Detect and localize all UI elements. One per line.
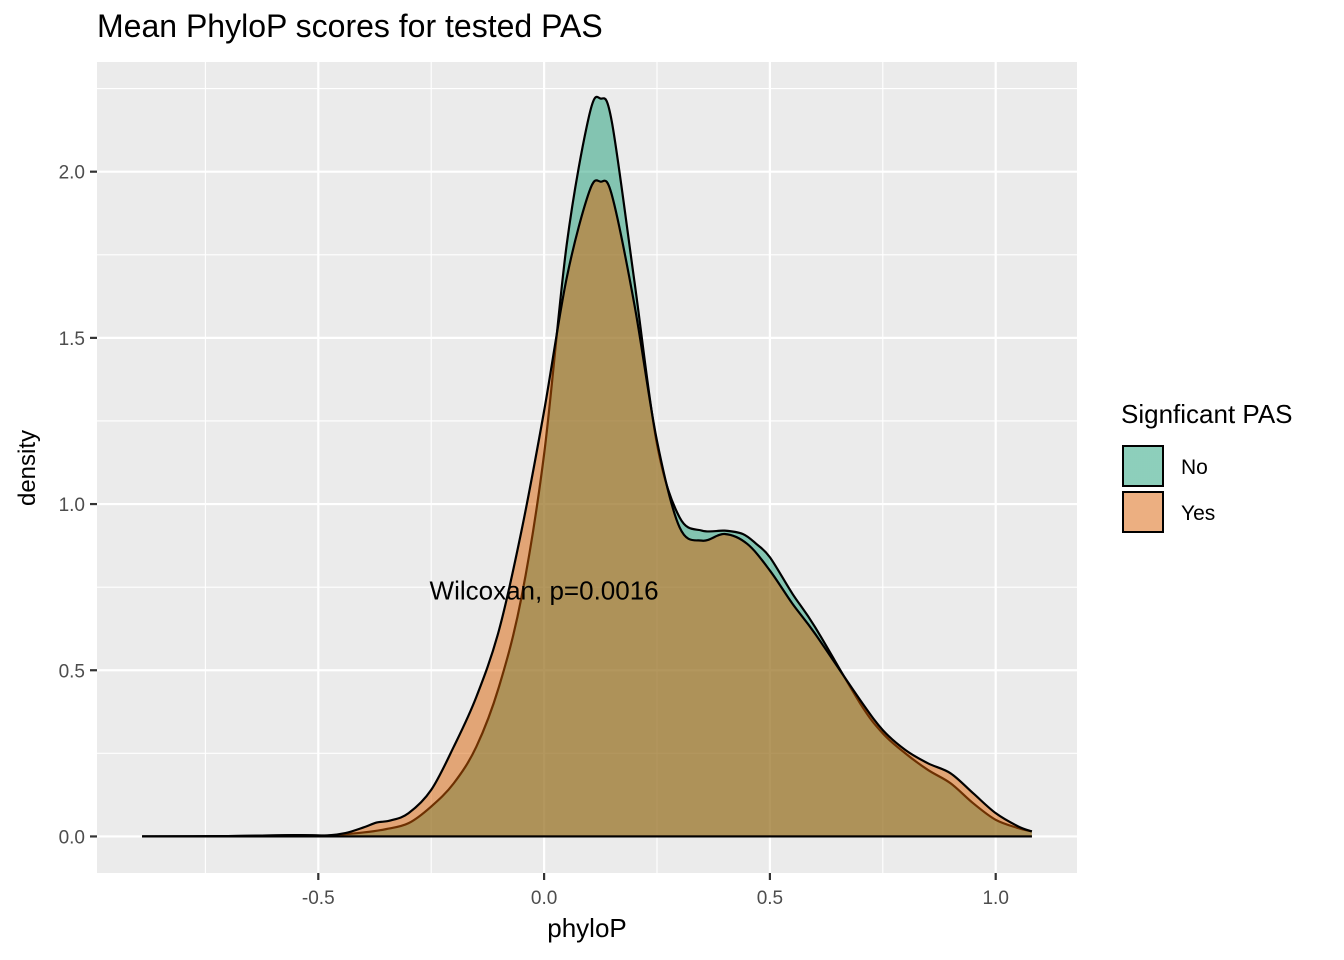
y-axis-label: density [14,429,41,507]
legend-title: Signficant PAS [1121,399,1293,429]
legend-label-yes: Yes [1181,502,1216,525]
density-areas [142,95,1033,838]
wilcoxon-annotation: Wilcoxan, p=0.0016 [430,575,659,605]
x-tick-label: 0.5 [757,888,783,909]
x-tick-label: 1.0 [982,888,1008,909]
x-tick-label: 0.0 [531,888,557,909]
y-tick-label: 0.0 [59,827,85,848]
chart-title: Mean PhyloP scores for tested PAS [97,8,603,44]
x-axis-label: phyloP [547,913,627,943]
x-tick-label: -0.5 [302,888,335,909]
legend-key-yes [1122,491,1164,533]
density-outline-yes [142,179,1033,838]
legend-label-no: No [1181,456,1208,479]
legend-key-no [1122,445,1164,487]
y-tick-label: 1.5 [59,329,85,350]
axes: -0.5 0.0 0.5 1.0 0.0 0.5 1.0 1.5 2.0 [59,163,1009,909]
y-tick-label: 2.0 [59,163,85,184]
y-tick-label: 0.5 [59,661,85,682]
y-tick-label: 1.0 [59,495,85,516]
density-area-yes [142,180,1032,837]
